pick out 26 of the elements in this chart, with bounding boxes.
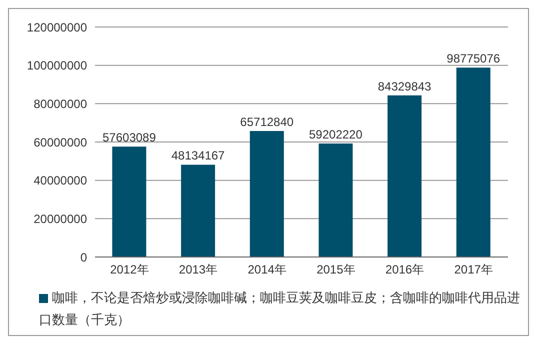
bar xyxy=(181,164,216,257)
x-tick-label: 2016年 xyxy=(385,262,424,277)
bar xyxy=(250,131,284,257)
bar xyxy=(112,146,146,257)
y-tick-label: 80000000 xyxy=(34,96,88,111)
data-label: 59202220 xyxy=(309,128,363,142)
data-label: 57603089 xyxy=(102,130,156,145)
x-tick-label: 2015年 xyxy=(316,262,356,277)
bar xyxy=(456,68,490,257)
y-tick-label: 60000000 xyxy=(34,135,88,150)
x-tick-label: 2013年 xyxy=(178,262,218,277)
y-tick-label: 100000000 xyxy=(26,58,88,73)
y-tick-label: 0 xyxy=(80,250,88,264)
y-tick-label: 20000000 xyxy=(34,212,88,226)
legend-label: 咖啡，不论是否焙炒或浸除咖啡碱；咖啡豆荚及咖啡豆皮；含咖啡的咖啡代用品进口数量（千克） xyxy=(39,290,520,327)
bar xyxy=(318,144,353,257)
data-label: 48134167 xyxy=(171,148,226,163)
data-label: 84329843 xyxy=(378,79,432,94)
x-tick-label: 2012年 xyxy=(110,262,149,277)
y-tick-label: 40000000 xyxy=(34,174,88,188)
x-tick-label: 2014年 xyxy=(248,262,286,277)
bar xyxy=(388,95,422,257)
x-tick-label: 2017年 xyxy=(454,262,493,277)
y-tick-label: 120000000 xyxy=(26,20,88,34)
data-label: 65712840 xyxy=(240,115,294,130)
data-label: 98775076 xyxy=(446,52,500,66)
